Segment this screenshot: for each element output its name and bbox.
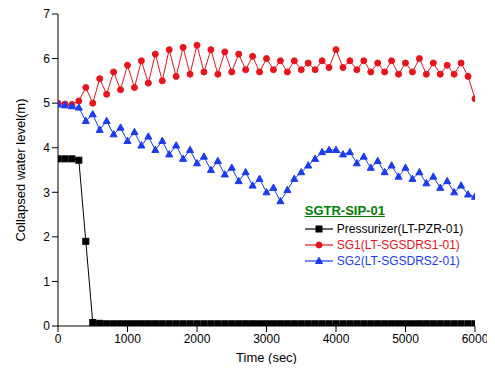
- svg-text:4000: 4000: [323, 332, 350, 346]
- svg-text:0: 0: [43, 319, 50, 333]
- svg-text:3: 3: [43, 186, 50, 200]
- svg-text:7: 7: [43, 8, 50, 21]
- svg-text:6000: 6000: [462, 332, 487, 346]
- svg-text:2000: 2000: [184, 332, 211, 346]
- svg-text:5000: 5000: [392, 332, 419, 346]
- svg-text:0: 0: [55, 332, 62, 346]
- html-text:Pressurizer(LT-PZR-01): Pressurizer(LT-PZR-01): [336, 222, 464, 237]
- svg-text:Time (sec): Time (sec): [236, 350, 297, 364]
- svg-text:5: 5: [43, 96, 50, 110]
- svg-text:4: 4: [43, 141, 50, 155]
- html-text:SGTR-SIP-01: SGTR-SIP-01: [304, 203, 385, 219]
- svg-text:1: 1: [43, 275, 50, 289]
- svg-text:3000: 3000: [253, 332, 280, 346]
- svg-text:6: 6: [43, 52, 50, 66]
- svg-text:1000: 1000: [114, 332, 141, 346]
- svg-text:2: 2: [43, 230, 50, 244]
- html-text:SG1(LT-SGSDRS1-01): SG1(LT-SGSDRS1-01): [336, 238, 460, 253]
- svg-text:Collapsed water level(m): Collapsed water level(m): [13, 98, 28, 241]
- html-text:SG2(LT-SGSDRS2-01): SG2(LT-SGSDRS2-01): [336, 254, 460, 269]
